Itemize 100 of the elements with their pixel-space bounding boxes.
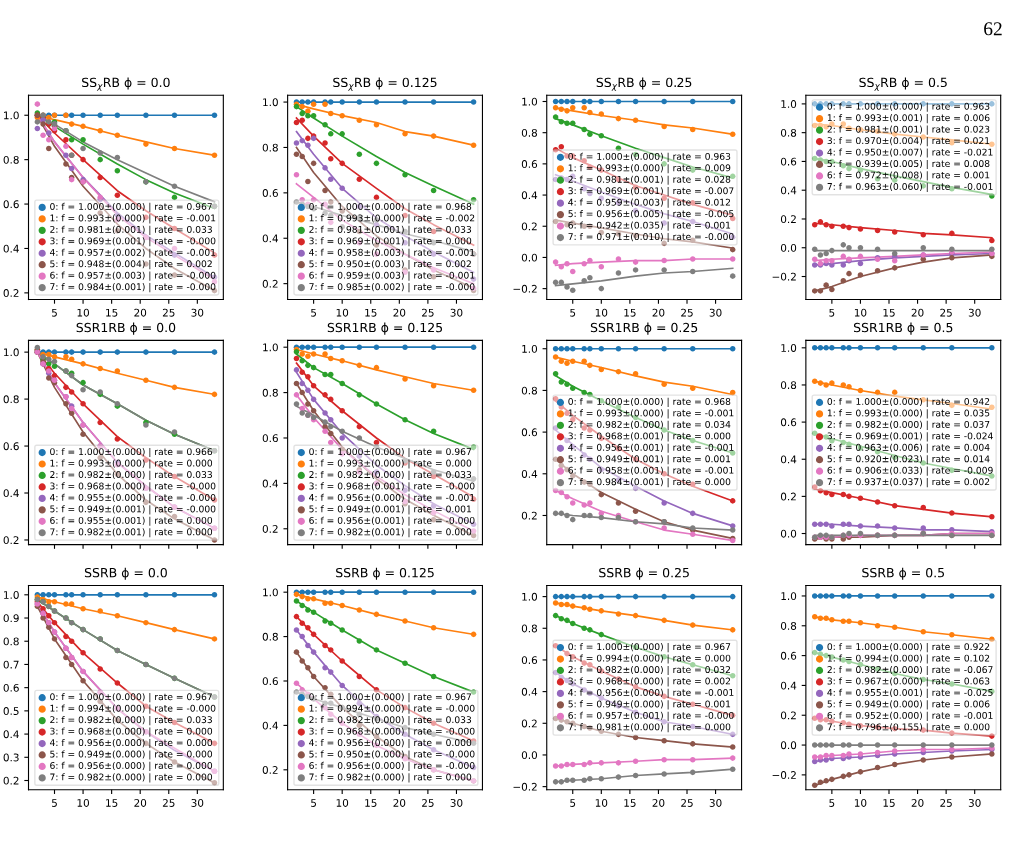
x-tick-label: 25: [162, 308, 175, 317]
y-tick-label: 0.6: [521, 656, 538, 665]
chart-title: SSRB ϕ = 0.0: [84, 567, 167, 580]
y-tick-label: 0.6: [262, 677, 278, 686]
legend-label: 0: f = 1.000±(0.000) | rate = 0.922: [827, 642, 990, 653]
legend-label: 5: f = 0.950±(0.003) | rate = 0.002: [309, 260, 471, 270]
y-tick-label: 0.4: [521, 191, 538, 200]
x-tick-label: 25: [940, 799, 952, 807]
legend-label: 7: f = 0.982±(0.000) | rate = 0.000: [50, 773, 213, 783]
legend-label: 4: f = 0.957±(0.002) | rate = -0.001: [49, 248, 216, 258]
legend-label: 1: f = 0.994±(0.000) | rate = -0.000: [50, 704, 216, 714]
legend-label: 6: f = 0.958±(0.001) | rate = -0.001: [568, 466, 734, 476]
x-tick-label: 5: [51, 308, 57, 317]
y-tick-label: 1.0: [522, 97, 538, 106]
legend-label: 2: f = 0.982±(0.000) | rate = -0.067: [827, 665, 993, 676]
y-tick-label: 0.4: [780, 186, 797, 195]
chart-title: SS$_{χ}$RB ϕ = 0.125: [333, 77, 437, 91]
y-tick-label: 0.8: [780, 128, 797, 137]
legend-label: 2: f = 0.982±(0.000) | rate = 0.034: [568, 420, 731, 430]
legend-label: 1: f = 0.993±(0.000) | rate = 0.000: [50, 459, 213, 469]
x-tick-label: 10: [336, 799, 349, 807]
legend-label: 6: f = 0.959±(0.003) | rate = -0.001: [309, 271, 475, 281]
legend-label: 5: f = 0.949±(0.001) | rate = 0.001: [568, 455, 731, 465]
legend-label: 6: f = 0.957±(0.001) | rate = -0.000: [568, 711, 734, 721]
x-tick-label: 5: [311, 799, 317, 807]
y-tick-label: 0.0: [780, 243, 797, 252]
legend-label: 0: f = 1.000±(0.000) | rate = 0.967: [50, 202, 212, 212]
x-tick-label: 5: [829, 799, 835, 807]
legend-label: 6: f = 0.955±(0.001) | rate = 0.000: [50, 516, 213, 526]
y-tick-label: 0.2: [3, 536, 19, 545]
x-tick-label: 30: [968, 799, 981, 807]
legend-label: 6: f = 0.956±(0.000) | rate = 0.000: [50, 761, 213, 771]
y-tick-label: 0.5: [3, 707, 19, 715]
legend-label: 1: f = 0.994±(0.000) | rate = -0.000: [309, 704, 475, 714]
x-tick-label: 30: [191, 799, 204, 807]
legend-label: 1: f = 0.993±(0.000) | rate = 0.009: [568, 164, 731, 174]
y-tick-label: 0.8: [521, 624, 538, 633]
y-tick-label: 1.0: [263, 588, 278, 597]
y-tick-label: 0.9: [3, 614, 19, 623]
chart-title: SSR1RB ϕ = 0.5: [853, 322, 953, 335]
legend-label: 0: f = 1.000±(0.000) | rate = 0.967: [309, 447, 472, 458]
y-tick-label: 0.6: [262, 189, 278, 197]
legend-label: 6: f = 0.972±(0.008) | rate = 0.001: [827, 171, 990, 181]
y-tick-label: 0.2: [3, 776, 19, 785]
legend-label: 5: f = 0.949±(0.001) | rate = -0.000: [50, 505, 216, 515]
legend-label: 3: f = 0.969±(0.001) | rate = -0.007: [568, 187, 734, 197]
y-tick-label: 0.8: [780, 622, 797, 630]
legend-label: 0: f = 1.000±(0.000) | rate = 0.966: [50, 447, 213, 458]
y-tick-label: 0.8: [3, 155, 19, 164]
y-tick-label: 0.6: [780, 651, 797, 660]
y-tick-label: 1.0: [4, 591, 19, 599]
x-tick-label: 30: [450, 799, 463, 807]
legend-label: 3: f = 0.968±(0.000) | rate = -0.000: [309, 727, 475, 737]
y-tick-label: 1.0: [4, 348, 19, 357]
legend-label: 5: f = 0.956±(0.005) | rate = -0.005: [568, 210, 734, 220]
legend-label: 3: f = 0.969±(0.001) | rate = -0.024: [827, 432, 993, 442]
x-tick-label: 25: [422, 308, 434, 317]
legend-label: 4: f = 0.956±(0.001) | rate = -0.001: [568, 443, 734, 453]
chart-title: SSRB ϕ = 0.25: [599, 567, 689, 580]
y-tick-label: −0.2: [772, 771, 796, 779]
legend-label: 7: f = 0.963±(0.060) | rate = -0.001: [827, 182, 993, 192]
legend-label: 2: f = 0.981±(0.001) | rate = 0.028: [568, 175, 731, 185]
y-tick-label: 0.4: [262, 234, 279, 243]
legend-label: 3: f = 0.970±(0.004) | rate = 0.021: [827, 136, 990, 147]
y-tick-label: 0.4: [262, 479, 279, 488]
y-tick-label: 1.0: [522, 344, 538, 353]
x-tick-label: 30: [191, 308, 204, 317]
legend-label: 6: f = 0.956±(0.001) | rate = -0.000: [309, 516, 475, 526]
x-tick-label: 25: [940, 308, 952, 317]
legend-label: 0: f = 1.000±(0.000) | rate = 0.963: [568, 152, 731, 162]
y-tick-label: 0.2: [521, 222, 537, 231]
y-tick-label: 1.0: [781, 100, 797, 108]
y-tick-label: 0.7: [3, 660, 19, 669]
x-tick-label: 25: [422, 799, 434, 807]
x-tick-label: 30: [709, 308, 722, 317]
chart-title: SS$_{χ}$RB ϕ = 0.25: [596, 77, 692, 91]
x-tick-label: 10: [854, 308, 867, 317]
y-tick-label: 0.6: [780, 418, 797, 427]
x-tick-label: 20: [393, 799, 406, 807]
legend-label: 7: f = 0.981±(0.000) | rate = 0.000: [568, 723, 731, 733]
legend-label: 1: f = 0.994±(0.000) | rate = 0.102: [827, 654, 990, 664]
legend-label: 2: f = 0.982±(0.000) | rate = 0.032: [568, 665, 731, 676]
x-tick-label: 25: [681, 799, 693, 807]
legend-label: 7: f = 0.937±(0.037) | rate = 0.002: [827, 478, 990, 488]
legend-label: 4: f = 0.959±(0.003) | rate = 0.012: [568, 198, 731, 208]
text: 62: [984, 22, 1002, 36]
legend-label: 2: f = 0.981±(0.001) | rate = 0.033: [309, 225, 472, 235]
x-tick-label: 10: [595, 799, 608, 807]
legend-label: 1: f = 0.993±(0.000) | rate = -0.001: [568, 409, 734, 419]
legend-label: 6: f = 0.942±(0.035) | rate = 0.001: [568, 221, 731, 231]
x-tick-label: 15: [624, 799, 636, 807]
y-tick-label: 0.8: [521, 128, 538, 137]
legend-label: 3: f = 0.969±(0.001) | rate = -0.000: [50, 237, 216, 247]
y-tick-label: 0.4: [521, 687, 538, 696]
x-tick-label: 10: [854, 799, 867, 807]
legend-label: 1: f = 0.993±(0.000) | rate = 0.000: [309, 459, 472, 469]
y-tick-label: 0.8: [3, 637, 19, 646]
legend-label: 0: f = 1.000±(0.000) | rate = 0.968: [309, 202, 472, 212]
y-tick-label: 1.0: [781, 344, 797, 352]
y-tick-label: 0.4: [3, 489, 19, 498]
